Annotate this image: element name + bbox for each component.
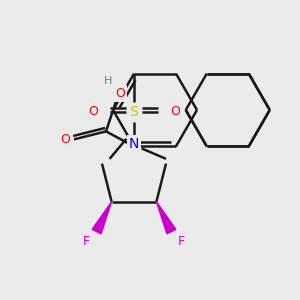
Text: S: S <box>130 105 138 118</box>
Text: F: F <box>178 235 185 248</box>
Text: N: N <box>129 136 139 151</box>
Text: O: O <box>115 87 125 100</box>
Text: O: O <box>170 105 180 118</box>
Text: O: O <box>60 133 70 146</box>
Polygon shape <box>92 202 112 234</box>
Text: O: O <box>88 105 98 118</box>
Text: H: H <box>104 76 112 86</box>
Text: F: F <box>83 235 90 248</box>
Polygon shape <box>156 202 176 234</box>
